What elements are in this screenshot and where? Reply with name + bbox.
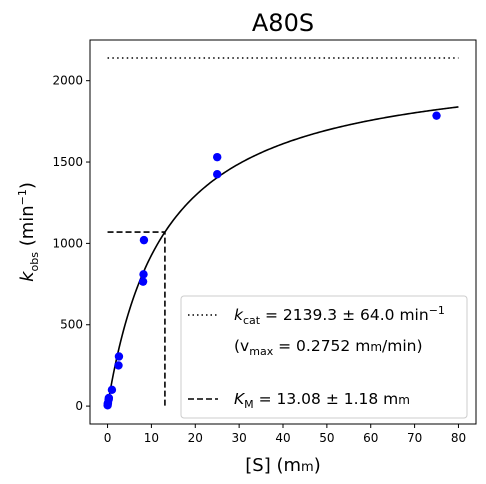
legend-kcat-entry: kcat = 2139.3 ± 64.0 min−1 — [234, 304, 445, 327]
x-tick-label: 70 — [407, 431, 422, 445]
y-axis-label-unit: (min — [17, 205, 38, 252]
chart-title: A80S — [252, 9, 314, 37]
data-point — [107, 385, 117, 395]
data-point — [213, 170, 222, 179]
y-axis-label-sup: −1 — [16, 189, 29, 205]
y-axis-label-sub: obs — [28, 252, 41, 272]
km-line — [107, 231, 166, 407]
y-tick-label: 2000 — [52, 74, 83, 88]
data-point — [139, 235, 149, 245]
data-point — [139, 270, 148, 279]
x-tick-label: 50 — [319, 431, 334, 445]
legend-kcat-k: k — [234, 306, 244, 324]
legend-vmax-entry: (vmax = 0.2752 mm/min) — [234, 337, 423, 358]
legend-kcat-sup: −1 — [429, 304, 445, 317]
legend-kcat-sub: cat — [243, 314, 261, 327]
legend-km-k: K — [234, 390, 246, 408]
x-axis-label-close: ) — [314, 455, 321, 476]
y-tick-label: 1500 — [52, 155, 83, 169]
x-tick-label: 10 — [144, 431, 159, 445]
legend-box — [180, 295, 468, 419]
x-tick-label: 40 — [275, 431, 290, 445]
y-tick-label: 0 — [75, 399, 83, 413]
y-axis-label: kobs (min−1) — [16, 182, 41, 282]
legend-km-value: = 13.08 ± 1.18 m — [254, 390, 399, 408]
x-tick-label: 0 — [104, 431, 112, 445]
legend-vmax-sub: max — [249, 345, 273, 358]
data-point — [114, 361, 123, 370]
x-tick-label: 20 — [188, 431, 203, 445]
legend-km-entry: KM = 13.08 ± 1.18 mm — [234, 390, 410, 411]
legend-vmax-open: (v — [234, 337, 249, 355]
fit-curve — [106, 106, 459, 407]
legend-km-unit: m — [398, 393, 410, 407]
data-point — [432, 111, 441, 120]
x-tick-label: 60 — [363, 431, 378, 445]
y-axis-label-close: ) — [17, 182, 38, 189]
data-point — [114, 352, 124, 361]
legend-km-sub: M — [244, 398, 254, 411]
y-tick-label: 500 — [60, 318, 83, 332]
legend-vmax-value: = 0.2752 m — [273, 337, 370, 355]
x-tick-label: 80 — [451, 431, 466, 445]
legend-vmax-tail: /min) — [382, 337, 423, 355]
legend-vmax-unit: m — [370, 340, 382, 354]
data-point — [104, 393, 114, 403]
y-tick-label: 1000 — [52, 236, 83, 250]
y-axis-label-k: k — [17, 270, 38, 282]
data-point — [138, 277, 148, 286]
legend: kcat = 2139.3 ± 64.0 min−1 (vmax = 0.275… — [180, 295, 468, 419]
x-axis-label-main: [S] (m — [245, 455, 301, 476]
x-axis-label-unit: m — [301, 460, 314, 475]
data-point — [213, 152, 222, 162]
legend-kcat-value: = 2139.3 ± 64.0 min — [260, 306, 429, 324]
x-tick-label: 30 — [231, 431, 246, 445]
x-axis-label: [S] (mm) — [245, 455, 320, 476]
